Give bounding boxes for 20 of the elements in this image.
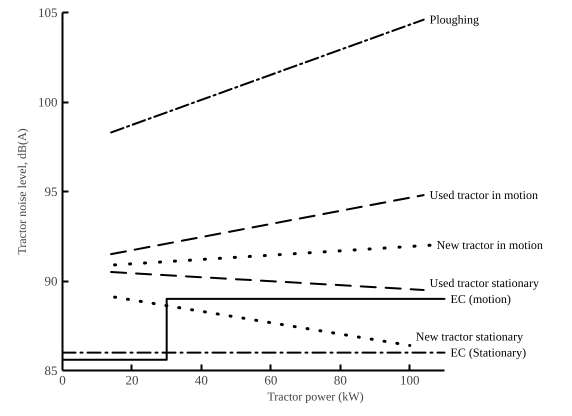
series-label: New tractor in motion [436, 238, 543, 252]
x-tick-label: 100 [400, 372, 420, 388]
y-tick-label: 90 [44, 274, 58, 288]
y-axis-title: Tractor noise level, dB(A) [15, 128, 29, 255]
y-tick-label: 100 [38, 94, 58, 110]
series-label: EC (Stationary) [450, 346, 526, 360]
x-tick-label: 80 [334, 372, 347, 388]
x-tick-label: 20 [125, 372, 138, 388]
series-label: Ploughing [430, 12, 480, 27]
series-label: Used tractor in motion [430, 188, 538, 202]
x-tick-label: 0 [59, 372, 66, 388]
y-tick-label: 85 [44, 363, 58, 378]
series-label: Used tractor stationary [430, 276, 539, 290]
x-axis-title: Tractor power (kW) [267, 390, 364, 404]
x-tick-label: 60 [264, 372, 278, 388]
x-tick-label: 40 [194, 372, 208, 388]
series-label: New tractor stationary [416, 330, 524, 344]
y-tick-label: 95 [44, 184, 58, 199]
series-label: EC (motion) [450, 292, 511, 306]
y-tick-label: 105 [38, 5, 58, 20]
